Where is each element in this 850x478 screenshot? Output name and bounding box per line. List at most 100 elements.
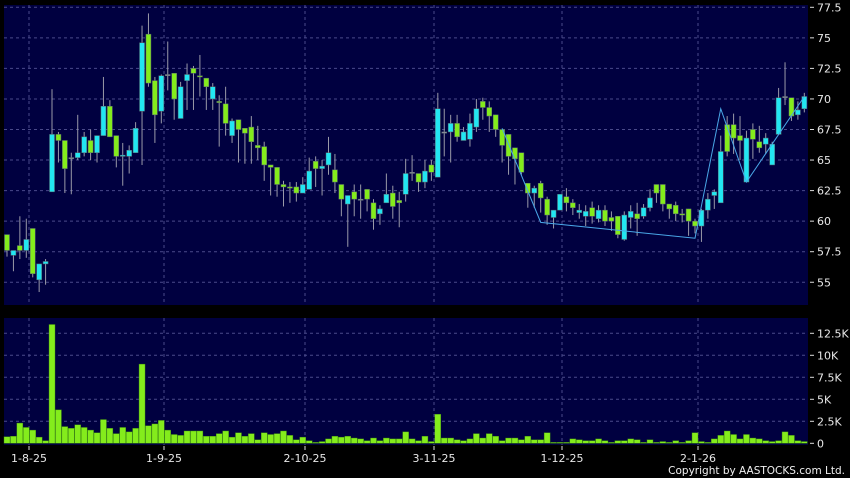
volume-bar <box>408 438 416 444</box>
volume-panel <box>4 318 808 445</box>
volume-bar <box>646 439 654 444</box>
volume-bar <box>447 437 454 444</box>
volume-bar <box>261 432 268 444</box>
volume-bar <box>415 440 422 444</box>
candle-down <box>518 152 525 173</box>
candle-up <box>531 187 538 194</box>
candle-up <box>717 151 724 204</box>
volume-bar <box>723 430 731 444</box>
volume-bar <box>158 420 165 444</box>
price-tick-label: 60 <box>817 215 831 228</box>
candle-up <box>595 209 602 219</box>
volume-bar <box>434 414 442 444</box>
candle-down <box>364 189 370 200</box>
volume-bar <box>267 434 274 444</box>
volume-bar <box>106 428 114 444</box>
volume-bar <box>788 435 795 444</box>
candle-up <box>139 42 145 112</box>
volume-bar <box>601 440 609 444</box>
volume-bar <box>80 427 88 444</box>
volume-bar <box>441 437 448 444</box>
price-tick-label: 55 <box>817 276 831 289</box>
candle-down <box>525 183 531 194</box>
price-tick-label: 67.5 <box>817 124 842 137</box>
volume-bar <box>306 440 313 444</box>
volume-bar <box>254 439 261 444</box>
candle-up <box>775 97 782 135</box>
candle-up <box>36 263 42 281</box>
candle-down <box>653 184 660 194</box>
volume-bar <box>614 440 622 444</box>
volume-bar <box>428 441 435 444</box>
volume-bar <box>170 434 178 444</box>
candle-down <box>634 213 640 219</box>
candle-up <box>441 131 447 134</box>
volume-bar <box>756 438 763 444</box>
candle-up <box>81 136 87 153</box>
volume-bar <box>473 433 480 444</box>
candle-down <box>486 107 492 117</box>
volume-bar <box>556 442 564 444</box>
candle-up <box>377 208 383 215</box>
volume-bar <box>389 438 396 444</box>
volume-tick-label: 12.5K <box>817 327 849 340</box>
volume-bar <box>801 441 808 444</box>
candle-down <box>390 192 396 207</box>
candle-down <box>287 186 293 189</box>
candle-down <box>351 191 357 200</box>
volume-bar <box>196 430 204 444</box>
volume-bar <box>717 435 724 444</box>
volume-bar <box>293 439 300 444</box>
date-tick-label: 1-9-25 <box>146 452 182 465</box>
volume-bar <box>132 428 139 444</box>
candle-down <box>197 75 203 78</box>
date-tick-label: 2-1-26 <box>680 452 716 465</box>
volume-bar <box>222 430 229 444</box>
candle-down <box>602 209 608 222</box>
candle-down <box>113 135 120 157</box>
volume-bar <box>16 422 24 444</box>
candle-up <box>621 214 628 240</box>
date-axis: 1-8-25 1-9-25 2-10-25 3-11-25 1-12-25 2-1-26 <box>11 446 716 465</box>
price-tick-label: 57.5 <box>817 246 842 259</box>
candle-down <box>17 245 23 251</box>
candle-up <box>576 209 583 213</box>
volume-bar <box>588 440 596 444</box>
candle-down <box>679 213 685 216</box>
candle-down <box>274 167 280 185</box>
volume-bar <box>55 409 62 444</box>
candle-up <box>119 154 126 157</box>
candle-up <box>306 170 312 190</box>
volume-tick-label: 2.5K <box>817 415 842 428</box>
price-tick-label: 65 <box>817 154 831 167</box>
candle-down <box>666 203 673 210</box>
candle-down <box>492 114 499 130</box>
volume-bar <box>68 428 75 444</box>
volume-bar <box>113 433 120 444</box>
candle-down <box>428 164 435 173</box>
price-panel <box>4 5 808 305</box>
volume-bar <box>48 324 56 444</box>
volume-bar <box>743 434 750 444</box>
volume-bar <box>453 439 461 444</box>
candle-up <box>210 86 216 100</box>
candle-down <box>242 128 248 134</box>
candle-up <box>300 184 306 194</box>
candle-down <box>255 145 261 149</box>
volume-bar <box>331 436 339 444</box>
volume-bar <box>286 435 294 444</box>
volume-bar <box>678 442 686 444</box>
volume-bar <box>209 436 216 444</box>
candle-down <box>203 77 210 87</box>
date-grid <box>28 5 699 445</box>
candle-up <box>229 120 235 136</box>
volume-bar <box>61 426 69 444</box>
candle-up <box>132 128 139 153</box>
volume-bar <box>582 440 589 444</box>
volume-bar <box>74 424 81 444</box>
volume-bar <box>151 423 159 444</box>
candle-down <box>615 216 621 235</box>
volume-bar <box>537 439 544 444</box>
volume-bar <box>235 432 242 444</box>
candle-down <box>332 169 338 183</box>
